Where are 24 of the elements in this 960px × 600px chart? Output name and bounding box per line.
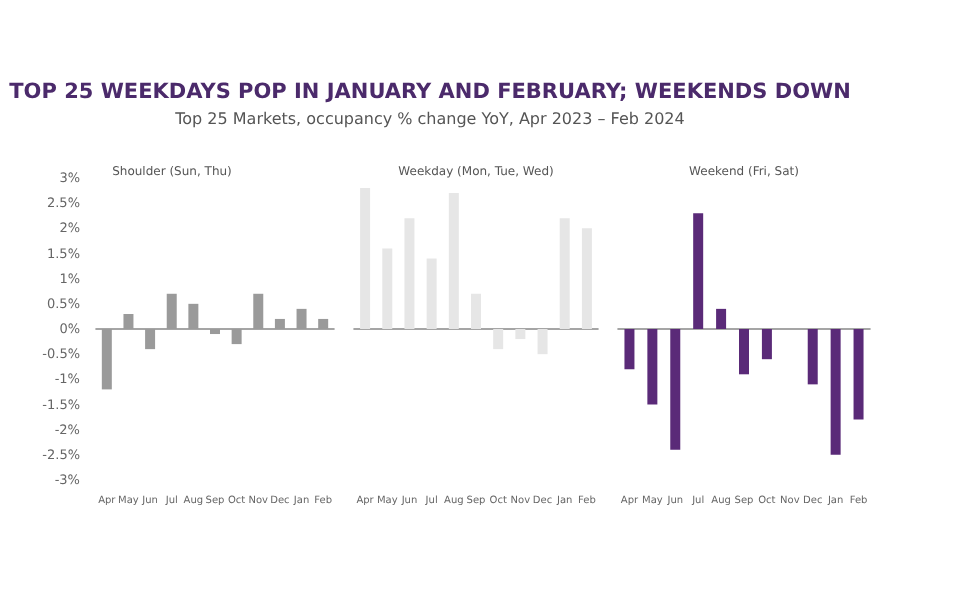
bar: [426, 258, 437, 329]
bar: [145, 329, 156, 350]
bar: [318, 318, 329, 329]
bar: [188, 303, 199, 329]
bar: [537, 329, 548, 355]
bar: [231, 329, 242, 345]
bar: [296, 308, 307, 329]
bar: [493, 329, 504, 350]
bar: [166, 293, 177, 329]
bar: [471, 293, 481, 329]
bar: [559, 218, 570, 329]
bar: [274, 318, 285, 329]
bar: [515, 329, 526, 340]
bar: [581, 228, 592, 329]
text: Top 25 Markets, occupancy % change YoY, Apr 2023 – Feb 2024: [173, 110, 687, 128]
bar: [404, 218, 415, 329]
bar: [253, 293, 264, 329]
bar: [360, 188, 371, 329]
bar: [382, 248, 393, 329]
bar: [210, 329, 220, 335]
bar: [123, 313, 134, 329]
bar: [101, 329, 112, 390]
text: TOP 25 WEEKDAYS POP IN JANUARY AND FEBRUARY; WEEKENDS DOWN: [7, 80, 853, 104]
bar: [448, 193, 459, 329]
